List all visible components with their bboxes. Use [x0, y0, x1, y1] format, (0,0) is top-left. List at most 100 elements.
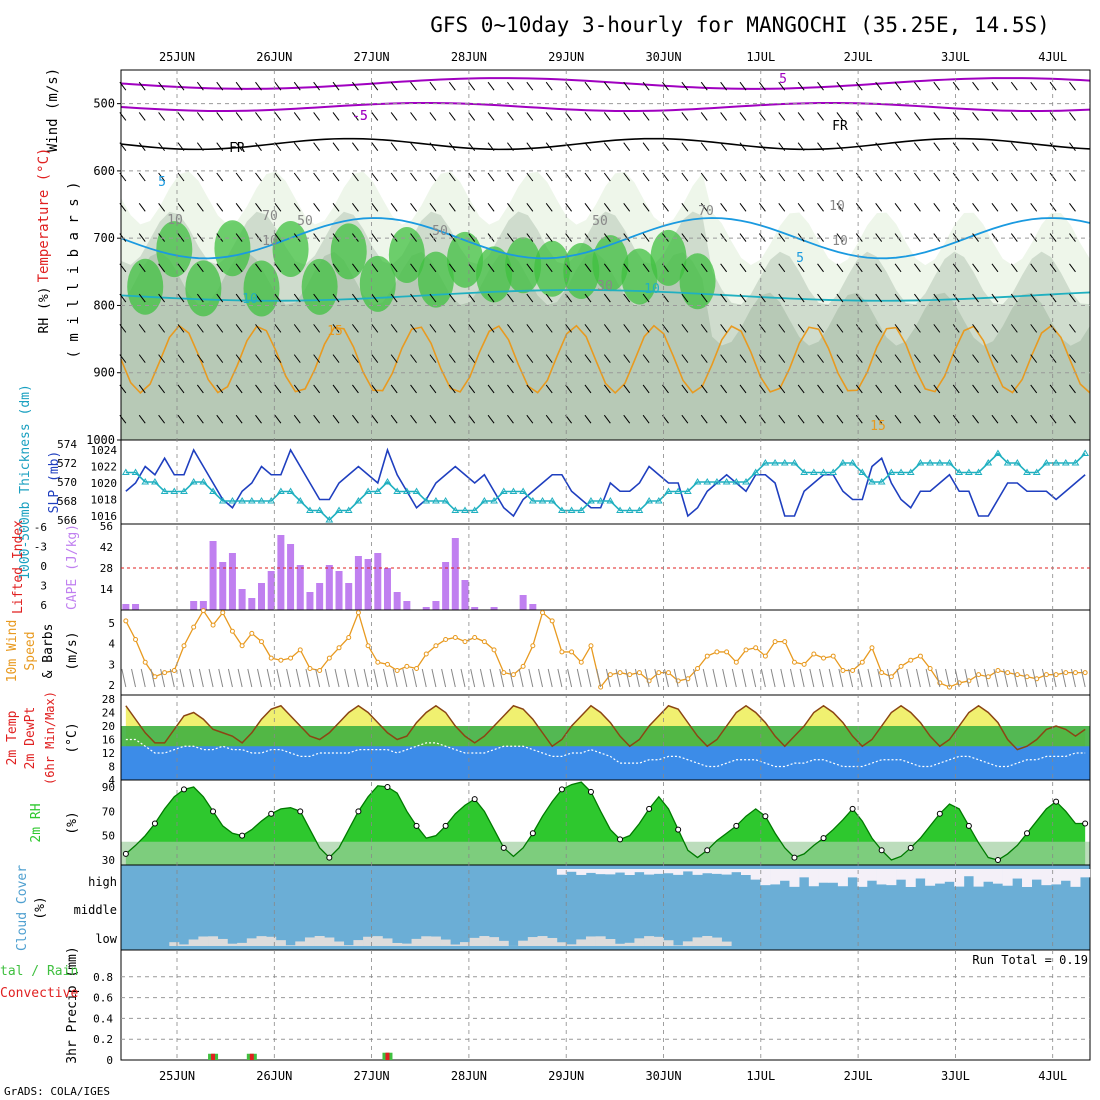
surface-wind-barb [683, 668, 689, 688]
cloud-high-bar [634, 869, 645, 873]
cape-bar [422, 607, 430, 610]
precip-legend-total: tal / Rain [0, 964, 78, 979]
surface-wind-barb [770, 668, 776, 688]
wind-barb [933, 233, 941, 242]
rh-high-blob [679, 253, 716, 310]
wind-barb [1049, 142, 1057, 152]
wind-barb [700, 172, 708, 182]
wind-barb [836, 293, 844, 303]
wind-barb [196, 142, 204, 152]
wind-speed-point [840, 668, 846, 674]
wind-barb [914, 142, 921, 152]
wind-barb [914, 112, 921, 121]
wind-barb [933, 263, 941, 273]
date-label-bottom: 27JUN [354, 1069, 390, 1083]
wind-barb [177, 112, 185, 121]
wind-barb [410, 112, 417, 121]
cloud-low-bar [353, 940, 364, 946]
wind-barb [255, 324, 262, 333]
wind-barb [196, 202, 204, 212]
wind-barb [274, 142, 282, 152]
wind-barb [526, 293, 534, 303]
wind-speed-point [414, 665, 420, 671]
rh-high-blob [592, 235, 629, 292]
temp-tick-label: 28 [102, 693, 115, 706]
wind-barb [526, 81, 534, 91]
wind-barb [855, 324, 863, 333]
cloud-high-bar [653, 869, 664, 874]
cloud-low-bar [615, 943, 626, 946]
lifted-index-tick-label: 3 [40, 580, 47, 593]
rh-point [1082, 820, 1089, 827]
wind-barb [623, 263, 631, 273]
wind-barb [914, 384, 921, 394]
wind-speed-point [317, 668, 323, 674]
wind-barb [662, 81, 669, 91]
wind-barb [972, 142, 979, 152]
wind-barb [778, 81, 786, 91]
cloud-low-bar [663, 940, 674, 946]
cloud-low-bar [682, 941, 693, 946]
wind-barb [933, 112, 941, 121]
wind-barb [332, 263, 340, 273]
wind-barb [972, 324, 979, 333]
wind-barb [642, 112, 650, 121]
surface-wind-barb [353, 668, 359, 688]
contour-label: 50 [432, 224, 448, 239]
thickness-marker [693, 478, 702, 485]
contour-label: 30 [597, 279, 613, 294]
wind-barb [274, 414, 282, 424]
precip-tick-label: 0 [106, 1054, 113, 1067]
cloud-low-bar [595, 936, 606, 946]
wind-barb [487, 384, 495, 394]
surface-wind-barb [305, 668, 311, 688]
wind-barb [952, 112, 960, 121]
wind-barb [507, 354, 514, 363]
wind-barb [855, 263, 863, 273]
wind-barb [468, 172, 476, 182]
wind-barb [662, 324, 669, 333]
surface-wind-barb [567, 668, 573, 688]
cloud-high-bar [934, 869, 945, 884]
wind-barb [1069, 354, 1076, 363]
wind-barb [642, 233, 650, 242]
surface-wind-barb [867, 668, 873, 688]
wind-barb [952, 263, 960, 273]
wind-barb [1049, 293, 1057, 303]
wind-barb [177, 384, 185, 394]
wind-barb [855, 233, 863, 242]
wind-barb [914, 233, 921, 242]
wind-barb [429, 354, 437, 363]
wind-barb [429, 324, 437, 333]
wind-barb [371, 81, 379, 91]
surface-wind-barb [489, 668, 495, 688]
wind-barb [584, 324, 592, 333]
thickness-marker [364, 487, 372, 494]
wind-barb [1010, 202, 1018, 212]
wind-barb [565, 324, 572, 333]
pressure-tick-label: 900 [93, 366, 115, 380]
thickness-marker [335, 506, 343, 513]
wind-barb [352, 81, 359, 91]
thickness-marker [286, 487, 295, 494]
wind-barb [235, 293, 243, 303]
wind-barb [642, 263, 650, 273]
cloud-low-bar [537, 936, 548, 946]
cloud-high-bar [915, 869, 926, 879]
cloud-high-bar [731, 869, 742, 873]
wind-barb [700, 354, 708, 363]
wind-barb [410, 263, 417, 273]
wind-barb [468, 324, 476, 333]
surface-wind-barb [441, 668, 447, 688]
wind-barb [720, 263, 728, 273]
wind-barb [739, 112, 747, 121]
wind-barb [739, 354, 747, 363]
surface-wind-barb [334, 668, 340, 688]
wind-barb [778, 354, 786, 363]
thickness-marker [257, 497, 266, 504]
thickness-marker [121, 468, 130, 475]
wind-barb [662, 384, 669, 394]
wind-barb [778, 263, 786, 273]
cloud-high-bar [595, 869, 606, 875]
cloud-low-bar [392, 942, 403, 946]
